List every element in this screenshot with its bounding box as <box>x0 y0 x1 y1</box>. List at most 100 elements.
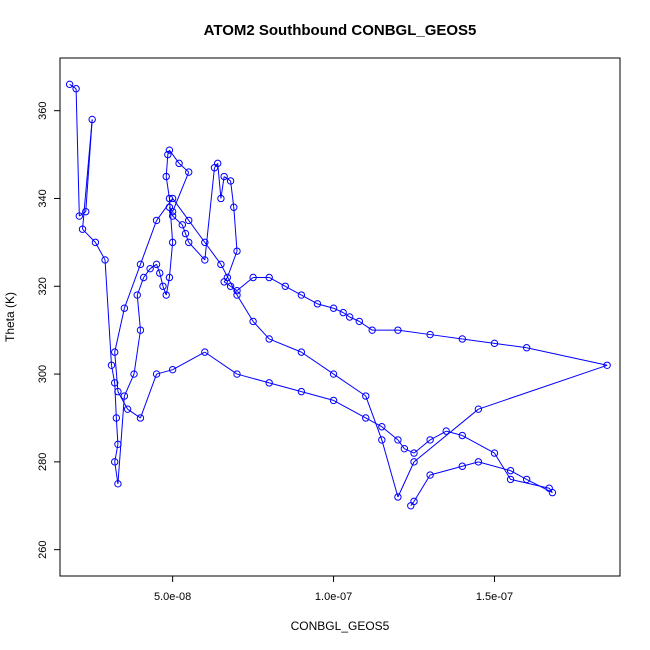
data-point <box>165 203 174 211</box>
series-segment <box>230 180 235 208</box>
data-point <box>185 168 193 176</box>
data-point <box>281 282 289 290</box>
data-point <box>458 335 466 343</box>
series-segment <box>478 461 511 472</box>
series-segment <box>359 320 373 331</box>
series-segment <box>333 307 344 314</box>
data-point <box>217 194 225 203</box>
data-point <box>91 238 100 247</box>
series-segment <box>168 242 174 278</box>
series-segment <box>236 373 270 384</box>
series-segment <box>204 167 215 260</box>
series-segment <box>139 373 158 419</box>
series-segment <box>123 264 141 309</box>
data-point <box>168 365 177 374</box>
series-segment <box>462 338 495 344</box>
data-point <box>226 177 235 185</box>
data-point <box>111 379 119 387</box>
data-point <box>214 159 222 168</box>
data-point <box>120 392 129 400</box>
x-axis-label: CONBGL_GEOS5 <box>291 619 390 633</box>
data-point <box>201 238 209 247</box>
data-point <box>101 256 109 264</box>
y-tick-label: 280 <box>37 453 49 471</box>
data-point <box>111 458 119 466</box>
data-point <box>329 370 338 378</box>
data-point <box>339 308 347 317</box>
series-segment <box>526 347 608 366</box>
data-point <box>72 85 80 93</box>
series-segment <box>413 474 431 502</box>
data-point <box>297 348 306 356</box>
data-point <box>233 247 241 255</box>
data-point <box>133 291 141 299</box>
series-segment <box>168 198 174 243</box>
series-segment <box>115 417 119 445</box>
data-point <box>185 238 193 247</box>
series-segment <box>178 162 190 173</box>
series-segment <box>143 268 151 278</box>
series-segment <box>269 382 302 393</box>
data-point <box>233 286 241 295</box>
series-segment <box>136 295 141 331</box>
data-point <box>88 115 96 124</box>
data-point <box>123 405 132 413</box>
data-point <box>410 449 418 457</box>
data-point <box>114 440 122 449</box>
data-point <box>165 273 174 282</box>
data-point <box>111 348 119 356</box>
y-tick-label: 320 <box>37 277 49 295</box>
data-point <box>362 414 370 422</box>
data-point <box>548 488 557 497</box>
data-point <box>220 172 228 181</box>
data-point <box>474 458 483 466</box>
series-segment <box>226 250 238 278</box>
series-segment <box>162 286 167 296</box>
x-tick-label: 1.0e-07 <box>315 591 352 603</box>
data-point <box>120 304 129 312</box>
series-segment <box>494 342 527 349</box>
series-segment <box>149 263 157 270</box>
series-segment <box>172 215 183 226</box>
series-segment <box>172 198 190 221</box>
series-segment <box>185 233 190 243</box>
data-point <box>233 370 241 378</box>
data-point <box>159 282 167 290</box>
y-tick-label: 300 <box>37 365 49 383</box>
data-point <box>162 172 170 181</box>
series-segment <box>82 119 93 230</box>
series-segment <box>172 351 206 371</box>
data-point <box>490 449 499 457</box>
series-segment <box>333 373 367 397</box>
series-segment <box>223 176 231 182</box>
series-segment <box>217 163 222 199</box>
y-tick-label: 260 <box>37 540 49 558</box>
data-point <box>313 300 322 308</box>
y-tick-label: 360 <box>37 101 49 119</box>
series-segment <box>236 294 254 322</box>
data-point <box>474 405 483 413</box>
data-point <box>394 436 402 444</box>
series-segment <box>381 439 399 498</box>
series-segment <box>269 338 302 353</box>
data-point <box>410 458 418 466</box>
series-segment <box>397 461 415 498</box>
series-segment <box>526 478 553 494</box>
data-point <box>114 480 122 488</box>
data-point <box>297 387 306 396</box>
series-segment <box>188 242 206 261</box>
data-point <box>164 150 172 159</box>
series-segment <box>114 382 117 418</box>
data-point <box>130 370 138 378</box>
data-point <box>156 269 164 277</box>
data-point <box>112 414 121 422</box>
data-point <box>426 436 434 444</box>
y-axis: 260 280 300 320 340 360 <box>37 101 60 559</box>
series-segment <box>233 207 238 252</box>
series-segment <box>188 220 206 243</box>
series-segment <box>114 308 125 353</box>
series-segment <box>478 364 608 410</box>
series-segment <box>413 408 479 463</box>
series-segment <box>156 264 161 274</box>
data-point <box>490 339 499 348</box>
